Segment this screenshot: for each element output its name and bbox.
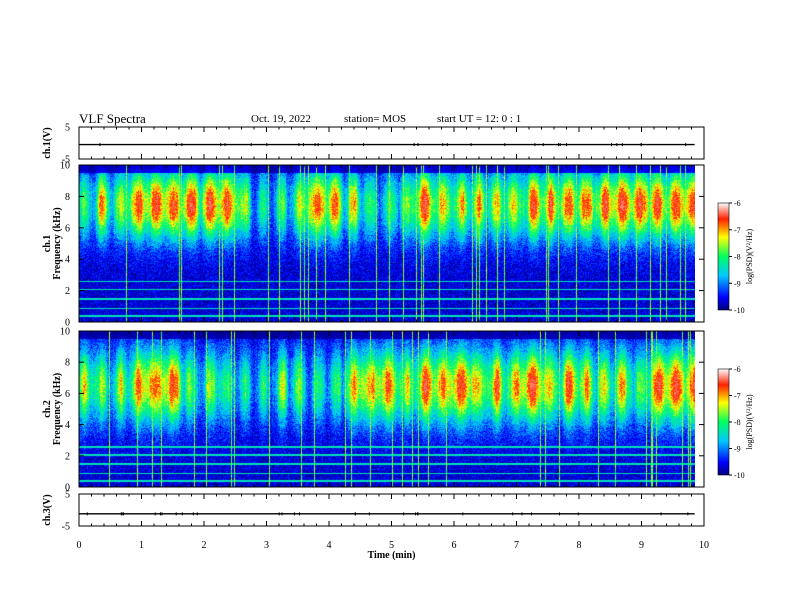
y-tick-label: 0 bbox=[65, 318, 70, 329]
colorbar-tick-label: -8 bbox=[734, 253, 741, 262]
y-tick-label: 6 bbox=[65, 389, 70, 400]
x-tick-label: 0 bbox=[77, 540, 82, 551]
x-axis-label: Time (min) bbox=[368, 550, 416, 561]
x-tick-label: 8 bbox=[577, 540, 582, 551]
y-tick-label: 10 bbox=[60, 327, 70, 338]
y-tick-label: 8 bbox=[65, 358, 70, 369]
colorbar-tick-label: -9 bbox=[734, 445, 741, 454]
colorbar-tick-label: -7 bbox=[734, 226, 741, 235]
colorbar-tick-label: -9 bbox=[734, 279, 741, 288]
x-tick-label: 1 bbox=[139, 540, 144, 551]
y-tick-label: 10 bbox=[60, 161, 70, 172]
start-ut-label: start UT = 12: 0 : 1 bbox=[437, 113, 522, 125]
colorbar bbox=[717, 202, 730, 311]
y-axis-label: ch.1(V) bbox=[42, 127, 53, 158]
colorbar-label: log(PSD)(V²/Hz) bbox=[745, 229, 754, 285]
colorbar-tick-label: -7 bbox=[734, 392, 741, 401]
y-tick-label: 4 bbox=[65, 255, 70, 266]
colorbar-label: log(PSD)(V²/Hz) bbox=[745, 394, 754, 450]
y-axis-label: ch.1Frequency (kHz) bbox=[42, 207, 63, 279]
x-tick-label: 9 bbox=[639, 540, 644, 551]
chart-date: Oct. 19, 2022 bbox=[251, 113, 311, 125]
y-tick-label: 2 bbox=[65, 286, 70, 297]
x-tick-label: 2 bbox=[202, 540, 207, 551]
y-tick-label: 8 bbox=[65, 192, 70, 203]
spectrogram-image-ch2 bbox=[79, 331, 695, 487]
y-tick-label: 5 bbox=[65, 123, 70, 134]
x-tick-label: 7 bbox=[514, 540, 519, 551]
colorbar-tick-label: -8 bbox=[734, 418, 741, 427]
station-label: station= MOS bbox=[344, 113, 407, 125]
y-tick-label: -5 bbox=[62, 155, 70, 166]
x-tick-label: 5 bbox=[389, 540, 394, 551]
y-tick-label: 4 bbox=[65, 420, 70, 431]
y-tick-label: 5 bbox=[65, 490, 70, 501]
y-axis-label: ch.2Frequency (kHz) bbox=[42, 373, 63, 445]
colorbar-tick-label: -6 bbox=[734, 365, 741, 374]
y-tick-label: 0 bbox=[65, 483, 70, 494]
chart-title: VLF Spectra bbox=[79, 111, 146, 126]
colorbar-tick-label: -10 bbox=[734, 306, 745, 315]
y-tick-label: -5 bbox=[62, 522, 70, 533]
y-axis-label: ch.3(V) bbox=[42, 494, 53, 525]
y-tick-label: 2 bbox=[65, 451, 70, 462]
x-tick-label: 10 bbox=[699, 540, 709, 551]
spectrogram-image-ch1 bbox=[79, 165, 695, 322]
y-tick-label: 6 bbox=[65, 223, 70, 234]
x-tick-label: 4 bbox=[327, 540, 332, 551]
colorbar-tick-label: -10 bbox=[734, 471, 745, 480]
colorbar-tick-label: -6 bbox=[734, 199, 741, 208]
x-tick-label: 6 bbox=[452, 540, 457, 551]
x-tick-label: 3 bbox=[264, 540, 269, 551]
colorbar bbox=[717, 368, 730, 476]
